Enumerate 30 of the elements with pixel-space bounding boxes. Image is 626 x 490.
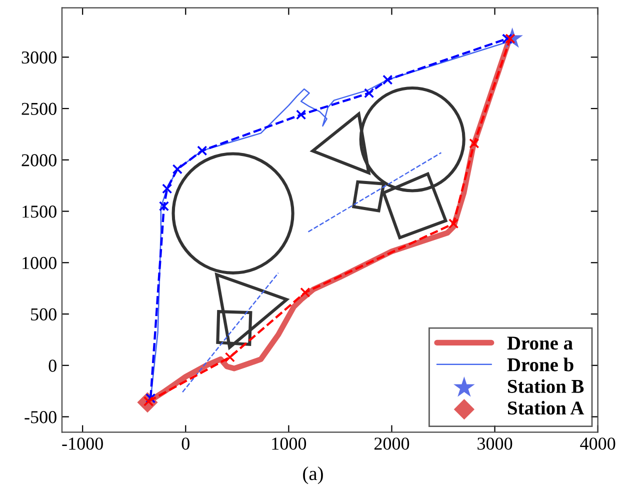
y-tick-label: 2000 xyxy=(22,154,56,166)
point xyxy=(224,352,236,362)
y-tick-label: -500 xyxy=(24,411,56,424)
point xyxy=(448,218,459,229)
point xyxy=(158,201,170,212)
point xyxy=(300,287,310,298)
x-tick-label: 1000 xyxy=(272,438,306,450)
y-tick-label: 0 xyxy=(48,360,56,372)
x-tick-label: 0 xyxy=(182,438,190,450)
point xyxy=(382,74,393,85)
x-tick-label: 3000 xyxy=(478,438,512,450)
legend-label: Station A xyxy=(508,400,584,415)
legend-label: Drone b xyxy=(507,358,574,372)
y-tick-label: 2500 xyxy=(22,102,56,115)
point xyxy=(162,184,172,194)
y-tick-label: 1500 xyxy=(22,206,56,218)
x-tick-label: 2000 xyxy=(374,438,410,450)
point xyxy=(364,88,374,98)
point xyxy=(197,146,208,156)
point xyxy=(172,164,182,174)
legend-label: Drone a xyxy=(507,336,573,350)
x-tick-label: -1000 xyxy=(62,438,103,450)
point xyxy=(296,110,306,120)
x-tick-label: 4000 xyxy=(580,438,616,450)
text: (a) xyxy=(303,466,323,484)
point xyxy=(469,138,480,149)
y-tick-label: 1000 xyxy=(22,256,56,270)
y-tick-label: 500 xyxy=(31,308,56,320)
y-tick-label: 3000 xyxy=(22,51,56,64)
legend-label: Station B xyxy=(508,379,584,393)
